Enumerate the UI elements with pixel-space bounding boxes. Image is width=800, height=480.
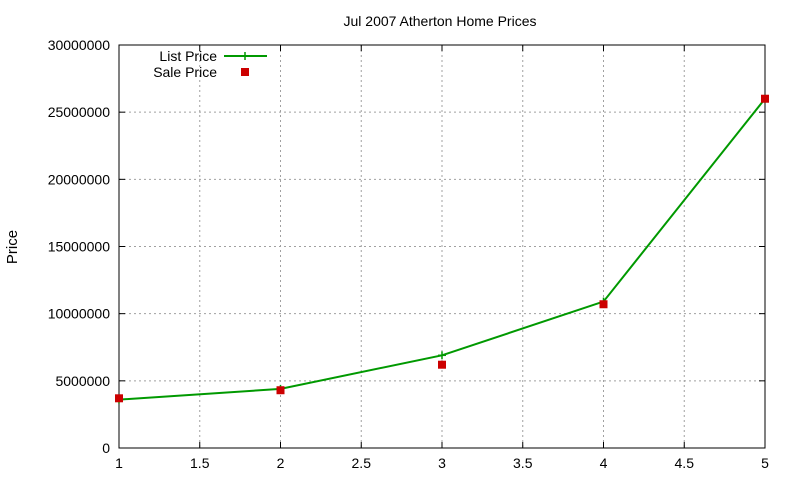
sale-price-point — [276, 386, 285, 395]
x-tick-label: 3 — [438, 455, 446, 471]
list-price-point — [438, 351, 446, 360]
y-tick-label: 15000000 — [48, 239, 111, 255]
x-tick-label: 5 — [761, 455, 769, 471]
series-1 — [115, 94, 769, 403]
y-tick-label: 25000000 — [48, 104, 111, 120]
y-tick-label: 20000000 — [48, 171, 111, 187]
x-tick-label: 1 — [115, 455, 123, 471]
series — [115, 94, 769, 404]
y-tick-label: 30000000 — [48, 37, 111, 53]
x-tick-label: 4 — [600, 455, 608, 471]
sale-price-point — [438, 360, 446, 369]
legend-marker — [241, 52, 249, 60]
legend-label: List Price — [159, 48, 217, 64]
y-tick-label: 10000000 — [48, 306, 111, 322]
y-tick-label: 0 — [102, 440, 110, 456]
sale-price-point — [761, 94, 769, 103]
legend-marker — [241, 68, 249, 76]
legend-label: Sale Price — [153, 64, 217, 80]
y-axis-label: Price — [4, 230, 21, 264]
x-tick-label: 4.5 — [675, 455, 695, 471]
grid — [119, 45, 765, 448]
y-tick-label: 5000000 — [55, 373, 110, 389]
sale-price-point — [115, 394, 123, 403]
x-tick-label: 2.5 — [352, 455, 372, 471]
x-tick-label: 1.5 — [190, 455, 210, 471]
chart-title: Jul 2007 Atherton Home Prices — [344, 13, 537, 29]
x-tick-label: 2 — [277, 455, 285, 471]
axis-ticks: 1 1.5 2 2.5 3 3.5 4 4.5 5 0 5000000 10000000 1500000… — [48, 37, 769, 471]
x-tick-label: 3.5 — [513, 455, 533, 471]
sale-price-point — [599, 300, 608, 309]
